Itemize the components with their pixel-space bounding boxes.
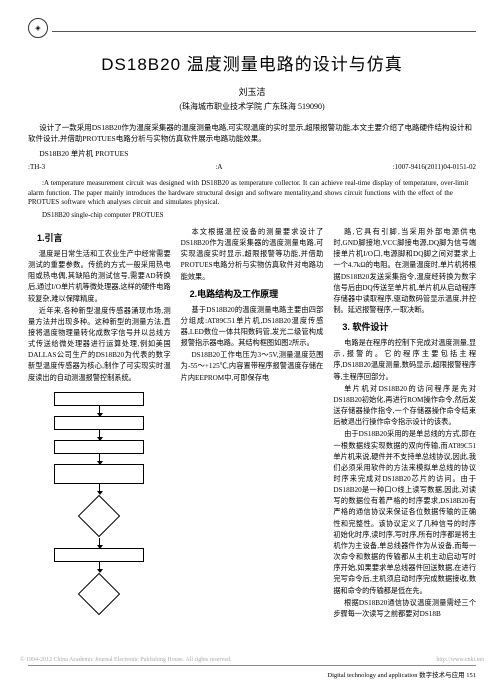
class-left: :TH-3	[28, 163, 45, 171]
body-columns: 1.引言 温度是日常生活和工农业生产中经常需要测试的重要参数。传统的方式一般采用…	[28, 227, 476, 621]
abstract-zh: 设计了一款采用DS18B20作为温度采集器的温度测量电路,可实现温度的实时显示,…	[28, 122, 476, 145]
flowchart-arrow-6	[99, 562, 100, 572]
author-name: 刘玉洁	[28, 85, 476, 98]
flowchart-decision-2	[78, 573, 120, 615]
keywords-zh: DS18B20 单片机 PROTUES	[28, 148, 476, 159]
page-footer: Digital technology and application 数字技术与…	[28, 665, 476, 679]
header-rule	[52, 31, 476, 32]
affiliation: (珠海城市职业技术学院 广东珠海 519090)	[28, 101, 476, 112]
column-3: 路,它具有引脚,当采用外部电源供电时,GND脚接地,VCC脚接电源,DQ脚为信号…	[333, 227, 476, 621]
badge-glyph: ◈	[35, 24, 40, 32]
section-2-title: 2.电路结构及工作原理	[181, 288, 324, 302]
col1-p2: 近年来,各种新型温度传感器涌现市场,测量方法并出现多种。这种新型的测量方法,直接…	[28, 306, 171, 384]
column-2: 本文根据温控设备的测量要求设计了DS18B20作为温度采集器的温度测量电路,可实…	[181, 227, 324, 621]
col1-p1: 温度是日常生活和工农业生产中经常需要测试的重要参数。传统的方式一般采用热电阻或热…	[28, 249, 171, 305]
flowchart-box-1	[54, 392, 144, 406]
flowchart	[28, 392, 171, 616]
flowchart-box-4	[54, 464, 144, 484]
col2-p2: 基于DS18B20的温度测量电路主要由四部分组成:AT89C51单片机,DS18…	[181, 305, 324, 350]
col3-p3: 单片机对DS18B20的访问程序是先对DS18B20初始化,再进行ROM操作命令…	[333, 384, 476, 429]
flowchart-box-5	[54, 548, 144, 562]
col3-p2: 电路是在程序的控制下完成对温度测量,显示,报警的。它的程序主要包括主程序,DS1…	[333, 338, 476, 383]
col3-p4: 由于DS18B20采用的是单总线的方式,即在一根数据线实现数据的双向传输,而AT…	[333, 429, 476, 596]
paper-title: DS18B20 温度测量电路的设计与仿真	[28, 50, 476, 75]
cnki-copyright: © 1994-2012 China Academic Journal Elect…	[20, 657, 232, 663]
flowchart-arrow-5	[99, 538, 100, 548]
class-right: :1007-9416(2011)04-0151-02	[393, 163, 476, 171]
col2-p3: DS18B20工作电压为3～5V,测量温度范围为-55～+125℃,内容置带程序…	[181, 350, 324, 383]
class-mid: :A	[215, 163, 222, 171]
flowchart-decision	[78, 495, 120, 537]
keywords-en: DS18B20 single-chip computer PROTUES	[28, 211, 476, 221]
section-1-title: 1.引言	[28, 232, 171, 246]
cnki-footer: © 1994-2012 China Academic Journal Elect…	[20, 657, 484, 663]
flowchart-decision-wrap	[49, 494, 149, 538]
cnki-url: http://www.cnki.net	[436, 657, 484, 663]
col3-p1: 路,它具有引脚,当采用外部电源供电时,GND脚接地,VCC脚接电源,DQ脚为信号…	[333, 227, 476, 316]
header-badge: ◈	[28, 18, 48, 38]
flowchart-arrow-2	[99, 430, 100, 440]
flowchart-box-2	[54, 416, 144, 430]
flowchart-arrow-3	[99, 454, 100, 464]
abstract-en: :A temperature measurement circuit was d…	[28, 179, 476, 208]
col3-p5: 根据DS18B20通信协议温度测量需经三个步骤每一次读写之前都要对DS18B	[333, 598, 476, 620]
flowchart-arrow-1	[99, 406, 100, 416]
flowchart-decision-wrap-2	[49, 572, 149, 616]
classification-row: :TH-3 :A :1007-9416(2011)04-0151-02	[28, 163, 476, 171]
flowchart-box-3	[54, 440, 144, 454]
flowchart-arrow-4	[99, 484, 100, 494]
footer-right: Digital technology and application 数字技术与…	[327, 669, 476, 679]
col2-p1: 本文根据温控设备的测量要求设计了DS18B20作为温度采集器的温度测量电路,可实…	[181, 227, 324, 283]
section-3-title: 3. 软件设计	[333, 321, 476, 335]
column-1: 1.引言 温度是日常生活和工农业生产中经常需要测试的重要参数。传统的方式一般采用…	[28, 227, 171, 621]
